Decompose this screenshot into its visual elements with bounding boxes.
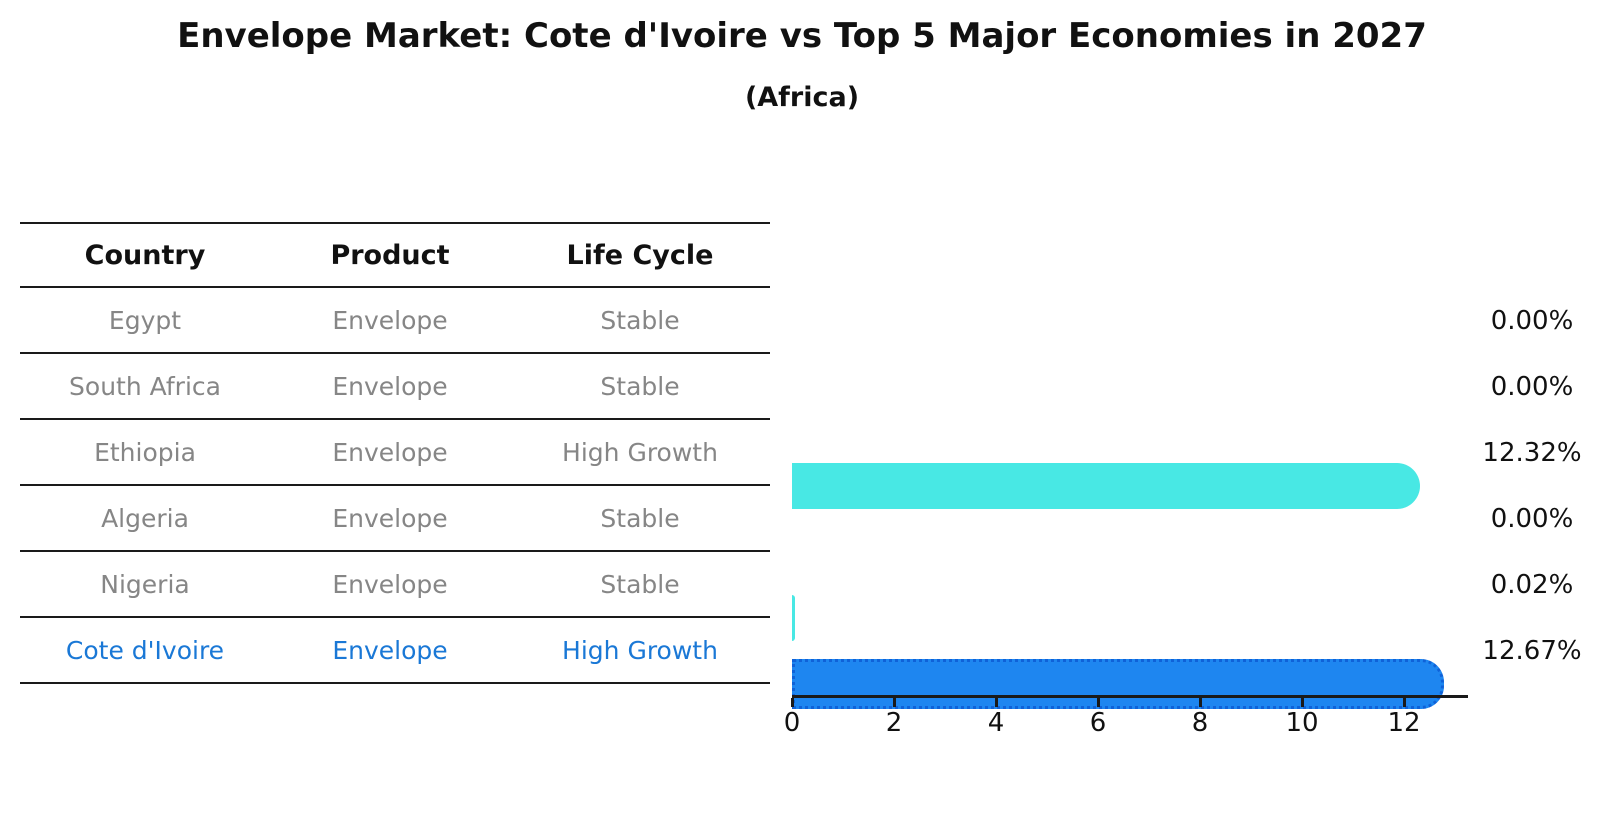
bar-cote-divoire-highlighted [792,659,1444,709]
table-header-row: Country Product Life Cycle [20,222,770,288]
cell-life-cycle: High Growth [562,635,718,665]
cell-life-cycle: Stable [600,569,680,599]
bar-nigeria [792,595,795,641]
x-axis-tick-label: 2 [885,708,903,738]
chart-title: Envelope Market: Cote d'Ivoire vs Top 5 … [177,16,1427,56]
cell-product: Envelope [332,569,448,599]
table-row-highlighted: Cote d'Ivoire Envelope High Growth [20,618,770,684]
cell-product: Envelope [332,371,448,401]
table-row: South Africa Envelope Stable [20,354,770,420]
value-label: 0.02% [1490,570,1574,600]
value-label: 12.32% [1482,438,1582,468]
table-row: Nigeria Envelope Stable [20,552,770,618]
chart-subtitle: (Africa) [744,82,860,113]
value-label: 12.67% [1482,636,1582,666]
column-header-product: Product [330,239,450,271]
cell-country: Nigeria [100,569,190,599]
cell-life-cycle: Stable [600,371,680,401]
cell-life-cycle: Stable [600,503,680,533]
x-axis-tick-label: 6 [1089,708,1107,738]
x-axis-tick-label: 8 [1191,708,1209,738]
cell-country: Ethiopia [94,437,196,467]
x-axis-tick [1097,698,1100,707]
column-header-country: Country [84,239,206,271]
cell-product: Envelope [332,635,448,665]
bar-ethiopia [792,463,1420,509]
x-axis-tick-label: 4 [987,708,1005,738]
x-axis-tick-label: 0 [783,708,801,738]
x-axis-tick-label: 10 [1285,708,1319,738]
value-label: 0.00% [1490,504,1574,534]
cell-life-cycle: High Growth [562,437,718,467]
table-row: Egypt Envelope Stable [20,288,770,354]
cell-country: Algeria [101,503,189,533]
table-row: Ethiopia Envelope High Growth [20,420,770,486]
cell-product: Envelope [332,503,448,533]
table-row: Algeria Envelope Stable [20,486,770,552]
x-axis-tick [791,698,794,707]
cell-life-cycle: Stable [600,305,680,335]
x-axis-tick [1301,698,1304,707]
cell-country: Egypt [108,305,182,335]
value-label: 0.00% [1490,306,1574,336]
cell-product: Envelope [332,437,448,467]
cell-product: Envelope [332,305,448,335]
x-axis-tick [1403,698,1406,707]
cell-country: South Africa [69,371,221,401]
x-axis-tick [893,698,896,707]
value-label: 0.00% [1490,372,1574,402]
column-header-life-cycle: Life Cycle [566,239,714,271]
x-axis-line [792,695,1468,698]
x-axis-tick [1199,698,1202,707]
x-axis-tick [995,698,998,707]
cell-country: Cote d'Ivoire [65,635,225,665]
x-axis-tick-label: 12 [1387,708,1421,738]
